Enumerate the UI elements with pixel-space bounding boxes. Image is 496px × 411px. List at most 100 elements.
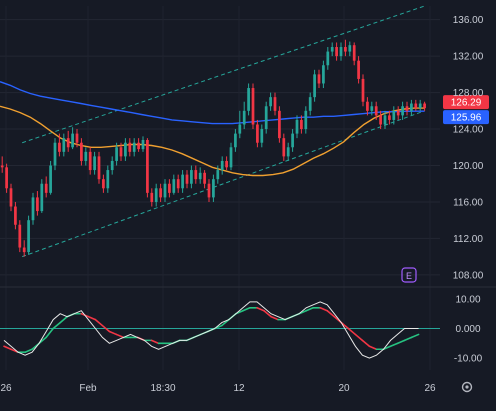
price-badge[interactable]: 126.29 xyxy=(443,95,489,110)
candle xyxy=(260,124,264,148)
price-badge-label: 125.96 xyxy=(451,113,482,124)
candle xyxy=(344,39,347,57)
oscillator-axis[interactable]: 10.00 0.000 -10.00 xyxy=(454,294,483,364)
candle xyxy=(14,201,17,230)
signal-segment xyxy=(87,315,97,321)
event-marker-box[interactable] xyxy=(401,267,417,283)
signal-segment xyxy=(354,333,364,342)
candle xyxy=(392,106,396,125)
fast-line xyxy=(3,301,419,359)
signal-segment xyxy=(368,345,378,351)
candle xyxy=(220,156,224,175)
candle xyxy=(374,101,378,120)
price-tick-label: 124.00 xyxy=(453,125,484,136)
candle xyxy=(366,97,369,116)
candle xyxy=(396,106,400,120)
signal-segment xyxy=(150,339,160,345)
time-tick-label: 18:30 xyxy=(150,383,175,394)
candle xyxy=(88,147,92,175)
candle xyxy=(128,138,132,157)
time-tick-label: 12 xyxy=(233,383,245,394)
candle xyxy=(286,142,290,161)
signal-segment xyxy=(270,315,279,321)
time-tick-label: 26 xyxy=(424,383,436,394)
candle xyxy=(216,165,220,184)
candle xyxy=(66,130,70,152)
candle xyxy=(361,74,365,107)
signal-segment xyxy=(361,339,371,348)
gear-icon[interactable] xyxy=(461,381,473,393)
price-tick-label: 120.00 xyxy=(453,161,484,172)
signal-segment xyxy=(24,348,33,354)
candle xyxy=(93,151,96,175)
price-tick-label: 128.00 xyxy=(453,88,484,99)
oscillator-tick-label: 10.00 xyxy=(455,294,480,305)
signal-segment xyxy=(59,315,69,324)
candle xyxy=(379,110,382,130)
signal-segment xyxy=(242,306,251,312)
signal-segment xyxy=(410,333,420,339)
signal-segment xyxy=(396,339,406,345)
candle xyxy=(168,179,171,198)
candle xyxy=(115,142,118,166)
candle xyxy=(410,99,413,116)
candle xyxy=(154,183,158,207)
candle xyxy=(110,156,114,175)
signal-segment xyxy=(347,327,357,336)
candle xyxy=(58,133,61,157)
signal-segment xyxy=(52,321,62,330)
time-tick-label: 20 xyxy=(338,383,350,394)
candle xyxy=(282,133,286,161)
event-marker-label: E xyxy=(406,271,412,281)
candle xyxy=(40,179,44,213)
signal-segment xyxy=(389,342,399,348)
candle xyxy=(264,101,268,134)
signal-segment xyxy=(382,345,392,351)
candle xyxy=(75,129,79,148)
candle xyxy=(0,156,4,173)
price-tick-label: 108.00 xyxy=(453,270,484,281)
candle xyxy=(71,127,74,150)
signal-segment xyxy=(319,306,329,312)
candle xyxy=(119,142,123,161)
candle xyxy=(212,174,215,202)
price-tick-label: 136.00 xyxy=(453,15,484,26)
signal-segment xyxy=(108,330,118,336)
candle xyxy=(163,179,167,202)
signal-segment xyxy=(326,309,336,318)
price-axis[interactable]: 108.00 112.00 116.00 120.00 124.00 128.00 132.… xyxy=(453,15,484,281)
candle xyxy=(317,69,321,89)
candle xyxy=(295,115,299,139)
candle xyxy=(141,136,145,152)
time-axis[interactable]: 26 Feb 18:30 12 20 26 xyxy=(0,383,436,394)
signal-segment xyxy=(45,327,54,339)
candle xyxy=(348,41,352,57)
candle xyxy=(352,42,356,66)
candle xyxy=(80,138,83,166)
candle xyxy=(36,191,39,216)
price-tick-label: 116.00 xyxy=(453,197,483,208)
candle xyxy=(423,101,426,111)
grid xyxy=(0,6,440,370)
ma_blue-line xyxy=(0,81,425,125)
signal-segment xyxy=(38,336,47,345)
price-badge-label: 126.29 xyxy=(451,98,482,109)
candle xyxy=(150,188,154,207)
candle xyxy=(31,192,35,225)
price-badge[interactable]: 125.96 xyxy=(443,110,489,125)
candle xyxy=(27,215,30,255)
candle xyxy=(18,220,22,253)
candle xyxy=(124,138,127,161)
candle xyxy=(9,183,13,212)
event-marker[interactable]: E xyxy=(401,267,417,283)
candle xyxy=(194,165,198,184)
candle xyxy=(62,133,66,157)
candle xyxy=(53,138,57,171)
price-badges: 126.29 125.96 xyxy=(443,95,489,125)
signal-segment xyxy=(3,345,12,351)
candle xyxy=(132,138,136,157)
candle xyxy=(247,83,250,116)
signal-segment xyxy=(101,324,111,333)
